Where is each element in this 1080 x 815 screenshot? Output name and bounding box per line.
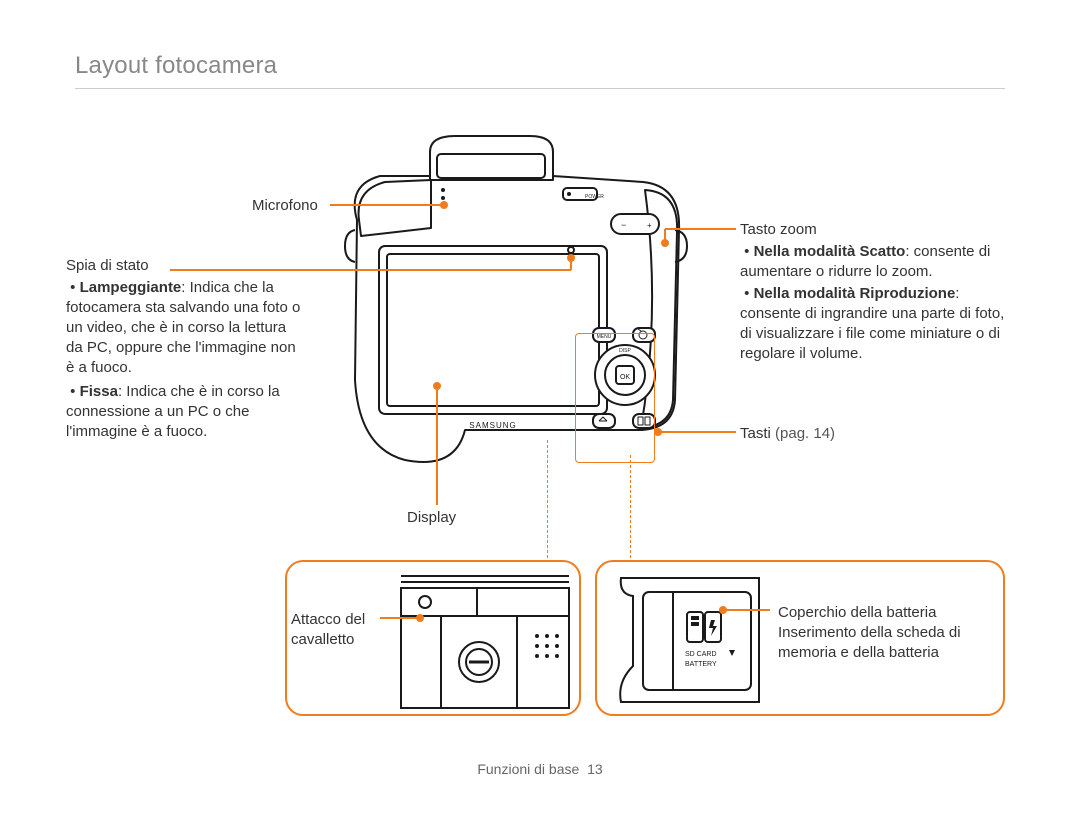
svg-text:+: + — [647, 221, 652, 230]
status-light-b1-bold: Lampeggiante — [80, 279, 182, 296]
battery-cover-title: Coperchio della batteria — [778, 604, 936, 621]
label-buttons: Tasti (pag. 14) — [740, 424, 835, 444]
leader-microphone — [330, 204, 444, 206]
leader-dot-tripod — [416, 614, 424, 622]
tasti-highlight-box — [575, 333, 655, 463]
tripod-mount-illustration — [397, 570, 572, 710]
leader-battery-cover — [723, 609, 770, 611]
inset-leader-left — [547, 440, 548, 563]
battery-cover-rest: Inserimento della scheda di memoria e de… — [778, 624, 961, 661]
leader-status-light — [170, 269, 571, 271]
svg-text:SAMSUNG: SAMSUNG — [469, 421, 516, 430]
footer-page: 13 — [587, 761, 603, 777]
label-microphone: Microfono — [252, 196, 318, 216]
leader-dot-microphone — [440, 201, 448, 209]
battery-cover-illustration: SD CARD BATTERY — [609, 572, 769, 708]
leader-dot-display — [433, 382, 441, 390]
leader-display — [436, 386, 438, 505]
section-rule — [75, 88, 1005, 89]
page-footer: Funzioni di base 13 — [0, 761, 1080, 777]
tasti-rest: (pag. 14) — [775, 425, 835, 442]
label-tripod-mount: Attacco del cavalletto — [291, 610, 381, 650]
tasti-lead: Tasti — [740, 425, 775, 442]
label-zoom-button: Tasto zoom • Nella modalità Scatto: cons… — [740, 220, 1015, 364]
svg-text:BATTERY: BATTERY — [685, 661, 717, 668]
leader-dot-status-light — [567, 254, 575, 262]
label-status-light: Spia di stato • Lampeggiante: Indica che… — [66, 256, 306, 442]
svg-text:−: − — [621, 220, 626, 230]
leader-dot-battery-cover — [719, 606, 727, 614]
status-light-title: Spia di stato — [66, 257, 149, 274]
label-display: Display — [407, 508, 456, 528]
zoom-title: Tasto zoom — [740, 221, 817, 238]
inset-leader-right — [630, 455, 631, 563]
svg-text:POWER: POWER — [585, 194, 604, 200]
status-light-b2-bold: Fissa — [80, 383, 118, 400]
leader-tripod — [380, 617, 420, 619]
leader-dot-zoom — [661, 239, 669, 247]
leader-tasti — [658, 431, 736, 433]
section-title: Layout fotocamera — [75, 52, 277, 80]
zoom-b1-bold: Nella modalità Scatto — [754, 243, 906, 260]
footer-text: Funzioni di base — [477, 761, 579, 777]
leader-zoom — [665, 228, 736, 230]
label-battery-cover: Coperchio della batteria Inserimento del… — [778, 603, 993, 663]
svg-text:SD CARD: SD CARD — [685, 651, 717, 658]
leader-dot-tasti — [654, 428, 662, 436]
zoom-b2-bold: Nella modalità Riproduzione — [754, 285, 956, 302]
